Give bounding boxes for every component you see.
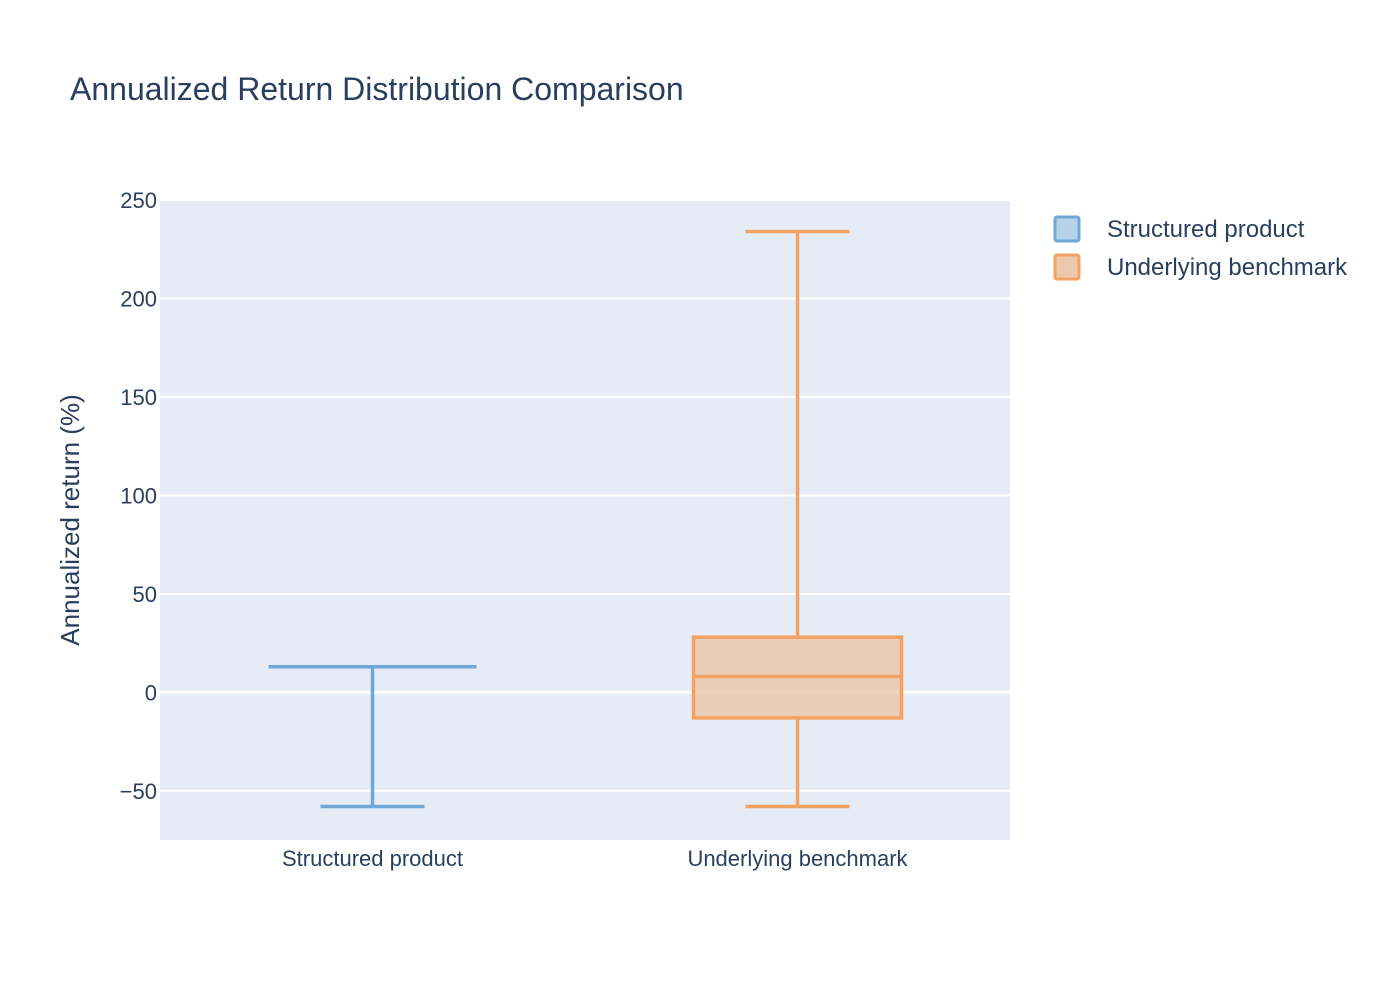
legend-label: Underlying benchmark bbox=[1107, 254, 1348, 281]
legend-swatch bbox=[1053, 253, 1081, 281]
y-tick-label: 150 bbox=[120, 385, 157, 410]
y-tick-label: 200 bbox=[120, 286, 157, 311]
legend-item: Underlying benchmark bbox=[1053, 253, 1348, 281]
chart-title: Annualized Return Distribution Compariso… bbox=[70, 71, 684, 107]
box-series bbox=[268, 229, 904, 809]
y-axis-ticks: −50 0 50 100 150 200 250 bbox=[120, 188, 157, 804]
y-tick-label: 250 bbox=[120, 188, 157, 213]
legend: Structured product Underlying benchmark bbox=[1053, 215, 1348, 281]
x-axis-ticks: Structured product Underlying benchmark bbox=[282, 846, 909, 871]
legend-item: Structured product bbox=[1053, 215, 1305, 243]
x-tick-label: Underlying benchmark bbox=[687, 846, 908, 871]
box-series-1 bbox=[691, 229, 904, 809]
legend-swatch bbox=[1053, 215, 1081, 243]
y-axis-title: Annualized return (%) bbox=[55, 394, 85, 645]
x-tick-label: Structured product bbox=[282, 846, 463, 871]
plot-area bbox=[160, 200, 1010, 840]
box-series-0 bbox=[268, 664, 477, 809]
y-tick-label: 100 bbox=[120, 483, 157, 508]
y-tick-label: −50 bbox=[120, 779, 157, 804]
y-tick-label: 0 bbox=[145, 680, 157, 705]
grid-lines bbox=[160, 199, 1010, 792]
legend-label: Structured product bbox=[1107, 216, 1305, 243]
y-tick-label: 50 bbox=[133, 582, 157, 607]
